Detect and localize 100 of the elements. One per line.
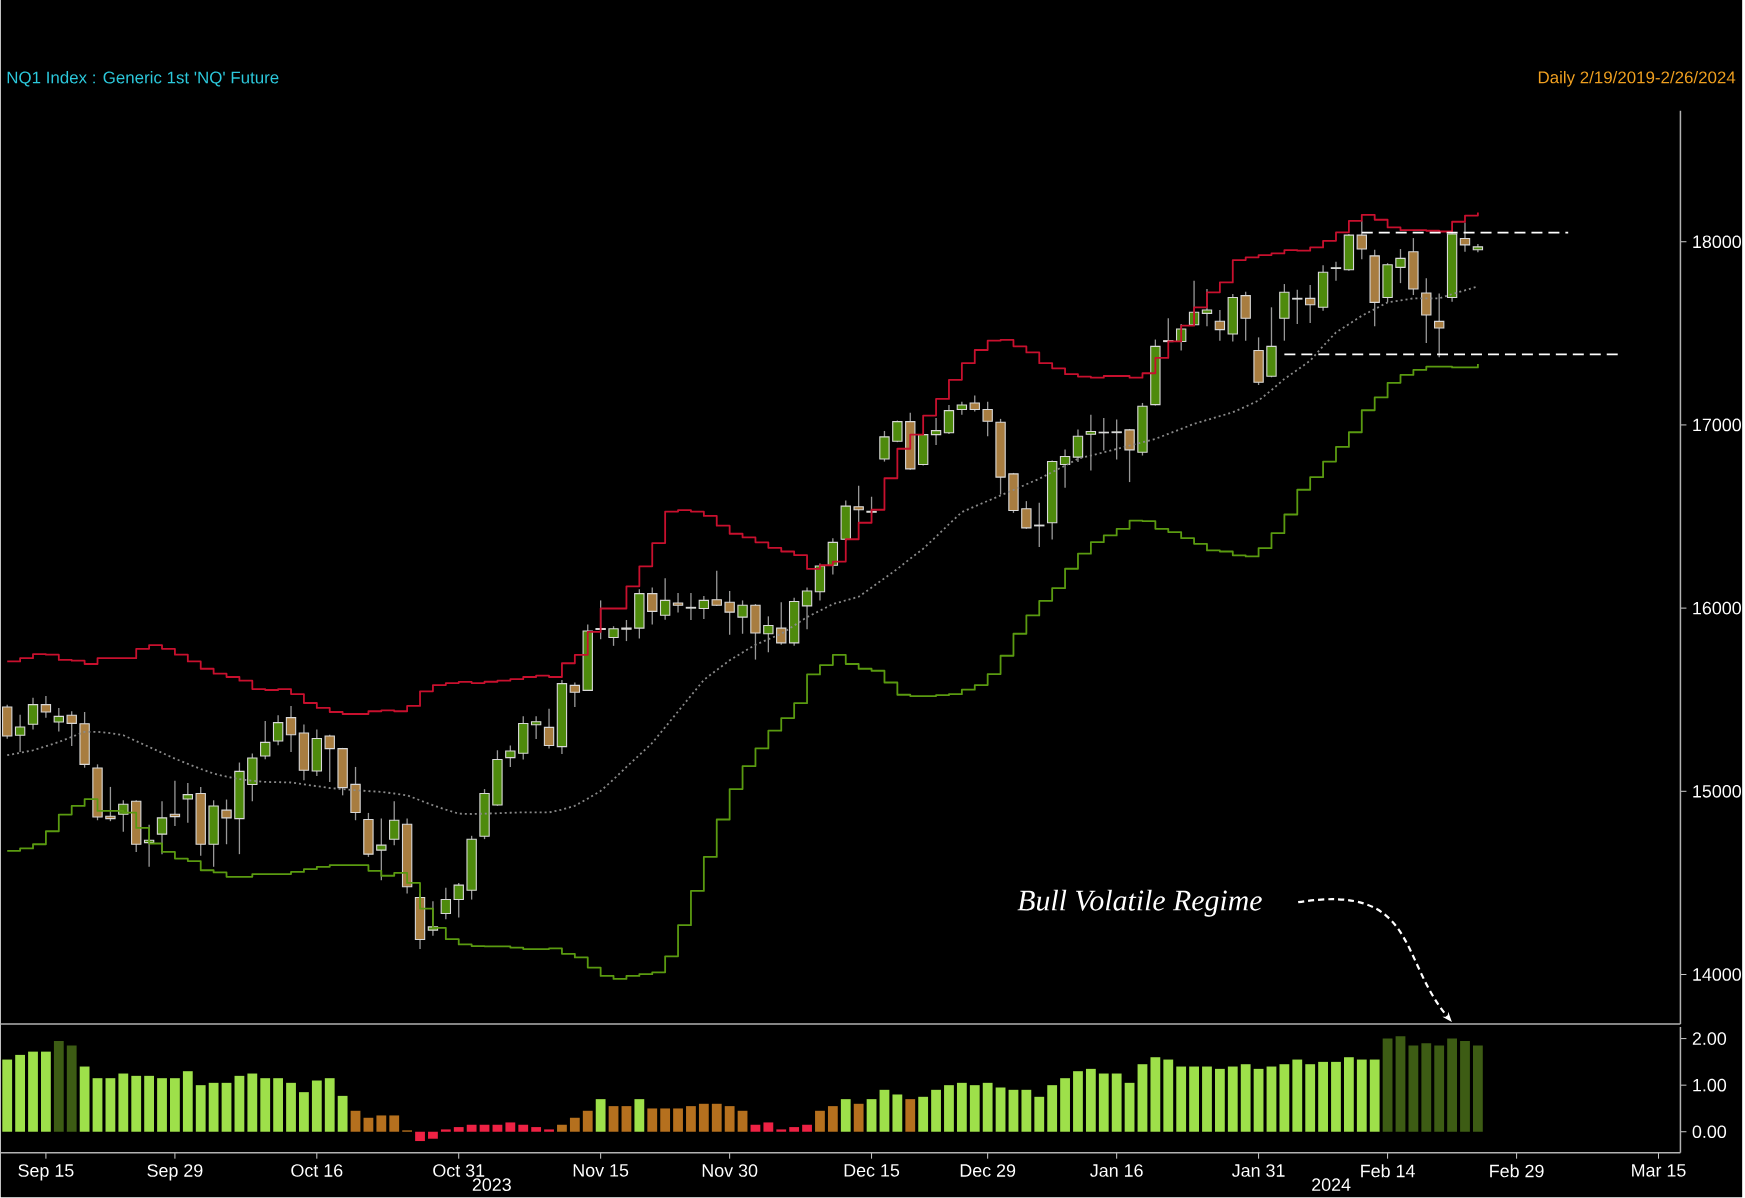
bar	[1305, 1064, 1316, 1132]
candlestick	[685, 592, 697, 621]
bar	[737, 1110, 748, 1132]
candlestick	[530, 715, 542, 740]
bar	[105, 1078, 116, 1132]
candlestick	[930, 417, 942, 446]
bar	[2, 1059, 13, 1132]
bar	[1008, 1090, 1019, 1132]
candlestick	[105, 786, 116, 822]
candlestick	[711, 570, 722, 607]
candlestick	[389, 800, 400, 846]
bar	[827, 1106, 838, 1132]
bar	[1279, 1064, 1290, 1132]
bar	[1098, 1073, 1109, 1132]
candlestick	[1421, 277, 1432, 344]
bar	[1202, 1066, 1212, 1132]
bar	[853, 1103, 864, 1132]
bar	[1085, 1069, 1096, 1132]
bar	[1408, 1045, 1419, 1132]
bar	[92, 1078, 103, 1132]
candlestick	[879, 430, 890, 463]
bar	[118, 1073, 129, 1132]
bar	[1434, 1045, 1445, 1132]
candlestick	[608, 625, 619, 647]
bar	[1318, 1062, 1328, 1132]
bar	[1163, 1059, 1174, 1132]
bar	[389, 1115, 400, 1132]
candlestick	[1304, 284, 1316, 324]
bar	[956, 1083, 967, 1132]
bar	[79, 1066, 90, 1132]
bar	[1356, 1059, 1367, 1132]
bar	[299, 1092, 309, 1132]
bar	[286, 1083, 296, 1132]
bar	[376, 1115, 387, 1132]
bar	[131, 1076, 142, 1132]
candlestick	[40, 695, 52, 719]
chart-subtitle: Daily 2/19/2019-2/26/2024	[1538, 71, 1736, 87]
candlestick	[53, 707, 65, 733]
x-tick-label: Oct 16	[291, 1164, 343, 1178]
bar	[1292, 1059, 1303, 1132]
x-tick-label: Sep 15	[18, 1164, 74, 1181]
bar	[1176, 1066, 1187, 1132]
bar	[905, 1099, 916, 1132]
bar	[582, 1110, 593, 1132]
bar	[1395, 1036, 1406, 1132]
x-tick-label: Sep 29	[147, 1164, 203, 1181]
text: 2023	[472, 1178, 511, 1192]
bar	[840, 1099, 851, 1132]
bar	[466, 1124, 477, 1132]
candlestick	[1085, 414, 1097, 472]
bar	[647, 1108, 658, 1132]
bar	[802, 1124, 812, 1132]
bar	[815, 1110, 825, 1132]
bar	[866, 1099, 877, 1132]
bar	[1150, 1057, 1161, 1132]
bar	[1111, 1073, 1122, 1132]
candlestick	[1111, 419, 1122, 461]
candlestick	[14, 714, 26, 753]
bar	[440, 1129, 451, 1132]
candlestick	[376, 818, 387, 881]
bar	[557, 1124, 567, 1132]
bar	[1331, 1062, 1341, 1132]
candlestick	[272, 714, 284, 747]
candlestick	[737, 599, 748, 635]
candlestick	[698, 595, 710, 620]
bar	[1189, 1066, 1199, 1132]
x-tick-label: Jan 16	[1090, 1164, 1143, 1178]
bar	[595, 1099, 606, 1132]
annotation: Bull Volatile Regime	[1017, 889, 1262, 917]
candlestick	[853, 485, 864, 524]
x-tick-label: Dec 15	[844, 1164, 900, 1177]
bar	[234, 1076, 245, 1132]
bar	[918, 1097, 929, 1132]
bar	[1240, 1064, 1251, 1132]
x-tick-label: Jan 31	[1231, 1164, 1285, 1178]
x-tick-label: Nov 30	[702, 1164, 758, 1178]
candlestick	[1292, 289, 1303, 325]
candlestick	[1240, 291, 1251, 342]
bar	[247, 1073, 258, 1132]
bar	[931, 1090, 941, 1132]
bar	[634, 1099, 645, 1132]
bar	[750, 1124, 761, 1132]
bar	[569, 1117, 580, 1132]
bar	[711, 1103, 722, 1132]
candlestick	[1059, 449, 1071, 489]
bar	[337, 1096, 348, 1132]
bar	[170, 1078, 180, 1132]
candlestick	[1124, 428, 1135, 483]
bar	[311, 1080, 322, 1132]
bar	[1382, 1038, 1393, 1132]
bar	[350, 1110, 361, 1132]
bar	[969, 1085, 980, 1132]
text: 2024	[1312, 1178, 1351, 1192]
bar	[1047, 1085, 1058, 1132]
candlestick	[672, 592, 684, 614]
x-tick-label: Feb 29	[1490, 1164, 1544, 1178]
y-tick-label: 2.00	[1692, 1032, 1727, 1046]
x-tick-label: Mar 15	[1632, 1164, 1686, 1177]
bar	[1460, 1041, 1470, 1132]
candlestick	[440, 887, 452, 921]
